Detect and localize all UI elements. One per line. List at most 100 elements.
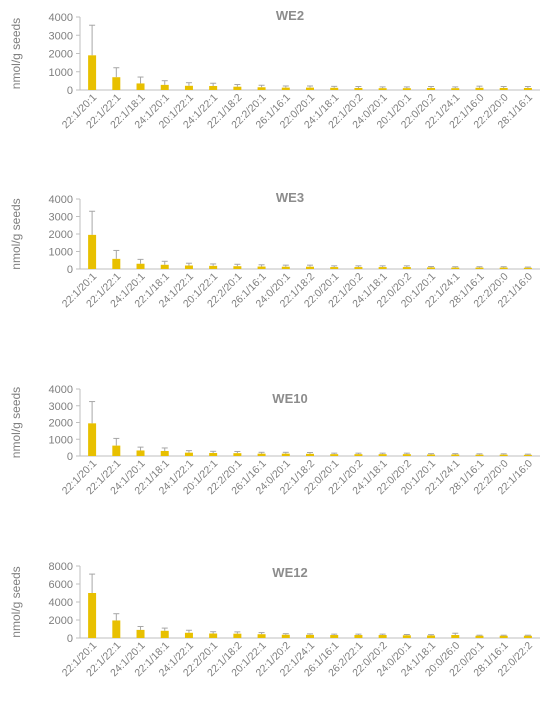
bar bbox=[499, 635, 508, 638]
bar bbox=[209, 85, 218, 90]
chart-title: WE10 bbox=[272, 391, 307, 406]
y-tick-label: 1000 bbox=[49, 434, 73, 446]
bar bbox=[136, 83, 145, 90]
chart-title: WE2 bbox=[276, 8, 304, 23]
bar bbox=[354, 454, 363, 456]
bar bbox=[330, 267, 339, 269]
bar bbox=[88, 55, 97, 90]
y-axis-label: nmol/g seeds bbox=[9, 18, 23, 89]
y-tick-label: 4000 bbox=[49, 384, 73, 396]
bar bbox=[88, 593, 97, 638]
bar bbox=[306, 266, 314, 269]
y-tick-label: 2000 bbox=[49, 49, 73, 61]
y-tick-label: 2000 bbox=[49, 615, 73, 627]
bar bbox=[378, 267, 387, 269]
bar bbox=[523, 267, 532, 269]
bar bbox=[136, 629, 145, 638]
y-axis-label: nmol/g seeds bbox=[9, 198, 23, 269]
bar bbox=[402, 88, 411, 90]
y-tick-label: 0 bbox=[67, 264, 73, 276]
y-tick-label: 1000 bbox=[49, 67, 73, 79]
bar bbox=[402, 267, 411, 269]
bar bbox=[233, 633, 242, 638]
bar bbox=[451, 88, 460, 90]
bar bbox=[378, 635, 387, 638]
bar bbox=[233, 453, 242, 456]
bar bbox=[306, 453, 314, 456]
bar bbox=[378, 88, 387, 90]
bar bbox=[402, 635, 411, 638]
bar bbox=[499, 454, 508, 456]
bar bbox=[88, 423, 97, 456]
bar bbox=[499, 87, 508, 90]
y-tick-label: 4000 bbox=[49, 12, 73, 24]
bar bbox=[160, 630, 169, 638]
bar bbox=[427, 267, 436, 269]
bar bbox=[451, 454, 460, 456]
bar bbox=[330, 454, 339, 456]
bar bbox=[257, 87, 266, 90]
y-axis-label: nmol/g seeds bbox=[9, 566, 23, 637]
y-tick-label: 3000 bbox=[49, 30, 73, 42]
bar bbox=[354, 87, 363, 90]
y-tick-label: 4000 bbox=[49, 597, 73, 609]
y-tick-label: 0 bbox=[67, 451, 73, 463]
bar bbox=[330, 635, 339, 638]
bar bbox=[209, 265, 218, 269]
bar bbox=[184, 632, 193, 638]
bar bbox=[112, 445, 121, 456]
bar bbox=[184, 452, 193, 456]
bar bbox=[451, 267, 460, 269]
bar bbox=[451, 635, 460, 638]
bar bbox=[281, 453, 290, 456]
bar bbox=[523, 87, 532, 90]
bar bbox=[306, 87, 314, 90]
bar bbox=[209, 452, 218, 456]
bar bbox=[427, 454, 436, 456]
bar bbox=[233, 266, 242, 269]
y-tick-label: 1000 bbox=[49, 247, 73, 259]
y-tick-label: 2000 bbox=[49, 229, 73, 241]
bar bbox=[136, 263, 145, 269]
bar bbox=[88, 234, 97, 269]
bar bbox=[112, 620, 121, 638]
y-tick-label: 3000 bbox=[49, 401, 73, 413]
y-tick-label: 2000 bbox=[49, 418, 73, 430]
bar bbox=[160, 264, 169, 269]
bar bbox=[475, 267, 484, 269]
bar bbox=[233, 86, 242, 90]
bar bbox=[475, 87, 484, 90]
bar bbox=[523, 635, 532, 638]
bar bbox=[354, 267, 363, 269]
bar bbox=[281, 634, 290, 638]
bar bbox=[257, 266, 266, 269]
chart-title: WE3 bbox=[276, 190, 304, 205]
y-tick-label: 6000 bbox=[49, 579, 73, 591]
bar bbox=[184, 265, 193, 269]
bar bbox=[160, 450, 169, 456]
bar bbox=[281, 87, 290, 90]
bar bbox=[475, 635, 484, 638]
bar bbox=[427, 635, 436, 638]
y-tick-label: 8000 bbox=[49, 561, 73, 573]
y-tick-label: 4000 bbox=[49, 194, 73, 206]
bar bbox=[112, 77, 121, 90]
bar bbox=[499, 267, 508, 269]
bar bbox=[402, 454, 411, 456]
bar bbox=[330, 87, 339, 90]
bar bbox=[378, 454, 387, 456]
bar bbox=[184, 85, 193, 90]
bar bbox=[112, 258, 121, 269]
bar bbox=[523, 454, 532, 456]
bar bbox=[136, 450, 145, 456]
bar bbox=[160, 84, 169, 90]
bar bbox=[209, 633, 218, 638]
bar bbox=[354, 635, 363, 638]
y-tick-label: 0 bbox=[67, 85, 73, 97]
bar bbox=[475, 454, 484, 456]
